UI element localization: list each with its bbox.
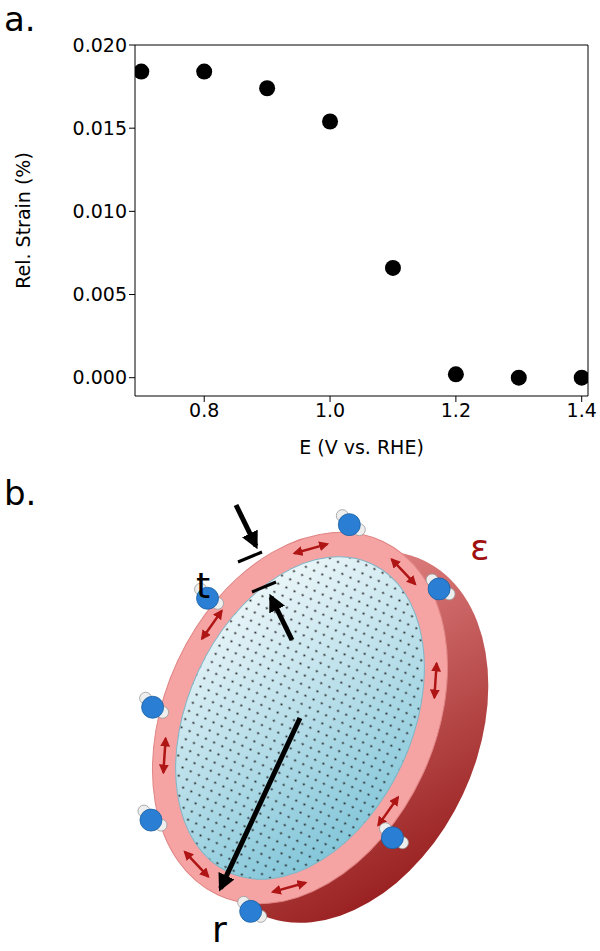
svg-text:1.2: 1.2 (441, 399, 471, 421)
svg-text:0.010: 0.010 (73, 200, 127, 222)
svg-text:b.: b. (4, 473, 36, 513)
svg-text:0.020: 0.020 (73, 34, 127, 56)
svg-text:Rel. Strain (%): Rel. Strain (%) (12, 152, 34, 289)
svg-text:0.005: 0.005 (73, 283, 127, 305)
svg-text:E (V vs. RHE): E (V vs. RHE) (299, 436, 424, 458)
html-text:a.: a. (4, 0, 36, 39)
svg-text:t: t (196, 565, 210, 606)
svg-text:ε: ε (470, 527, 489, 568)
svg-text:1.0: 1.0 (315, 399, 345, 421)
svg-text:0.000: 0.000 (73, 366, 127, 388)
svg-text:r: r (212, 909, 227, 950)
svg-text:1.4: 1.4 (567, 399, 597, 421)
svg-text:0.8: 0.8 (189, 399, 219, 421)
svg-text:0.015: 0.015 (73, 117, 127, 139)
